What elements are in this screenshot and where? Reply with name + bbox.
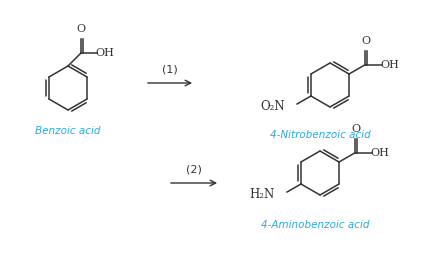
Text: 4-Nitrobenzoic acid: 4-Nitrobenzoic acid [270,130,370,140]
Text: (2): (2) [186,165,202,175]
Text: Benzoic acid: Benzoic acid [35,126,101,136]
Text: O: O [361,36,370,46]
Text: O: O [351,124,360,134]
Text: O₂N: O₂N [261,99,285,112]
Text: OH: OH [370,148,389,158]
Text: O: O [76,24,85,34]
Text: OH: OH [95,48,114,58]
Text: OH: OH [380,60,399,70]
Text: 4-Aminobenzoic acid: 4-Aminobenzoic acid [261,220,369,230]
Text: H₂N: H₂N [250,188,275,200]
Text: (1): (1) [162,65,178,75]
